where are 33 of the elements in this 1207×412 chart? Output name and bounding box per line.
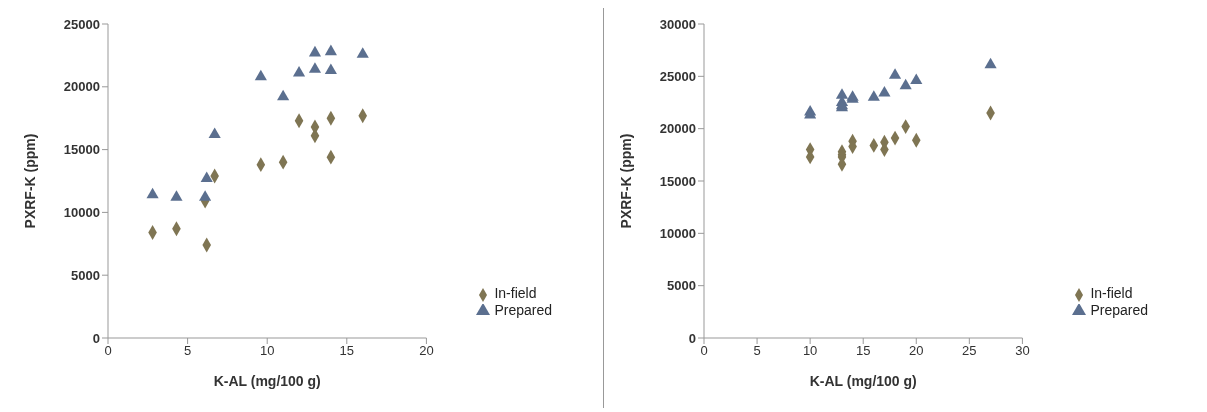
y-tick-label: 20000 — [63, 79, 100, 95]
y-tick-label: 20000 — [659, 121, 696, 137]
x-axis-title: K-AL (mg/100 g) — [213, 373, 321, 389]
y-axis-title: PXRF-K (ppm) — [21, 133, 38, 229]
x-tick-label: 25 — [962, 343, 977, 359]
y-tick-label: 25000 — [63, 16, 100, 32]
y-tick-label: 10000 — [63, 205, 100, 221]
x-tick-label: 10 — [259, 343, 275, 359]
y-tick-label: 5000 — [667, 278, 696, 294]
y-tick-label: 5000 — [71, 267, 100, 283]
x-tick-label: 5 — [753, 343, 761, 359]
y-tick-label: 15000 — [63, 142, 100, 158]
x-tick-label: 0 — [700, 343, 708, 359]
legend-label: Prepared — [494, 301, 552, 318]
x-tick-label: 20 — [419, 343, 434, 359]
legend-label: Prepared — [1090, 301, 1148, 318]
y-tick-label: 15000 — [659, 173, 696, 189]
x-tick-label: 15 — [339, 343, 355, 359]
x-tick-label: 20 — [909, 343, 924, 359]
y-axis-title: PXRF-K (ppm) — [617, 133, 634, 229]
x-tick-label: 30 — [1015, 343, 1030, 359]
x-tick-label: 5 — [183, 343, 192, 359]
x-tick-label: 0 — [104, 343, 112, 359]
x-tick-label: 15 — [855, 343, 871, 359]
x-tick-label: 10 — [802, 343, 818, 359]
y-tick-label: 25000 — [659, 68, 696, 84]
y-tick-label: 0 — [92, 330, 100, 346]
legend-label: In-field — [1090, 285, 1133, 302]
y-tick-label: 10000 — [659, 225, 696, 241]
x-axis-title: K-AL (mg/100 g) — [809, 373, 917, 389]
legend-label: In-field — [494, 285, 537, 302]
y-tick-label: 0 — [688, 330, 696, 346]
y-tick-label: 30000 — [659, 16, 696, 32]
